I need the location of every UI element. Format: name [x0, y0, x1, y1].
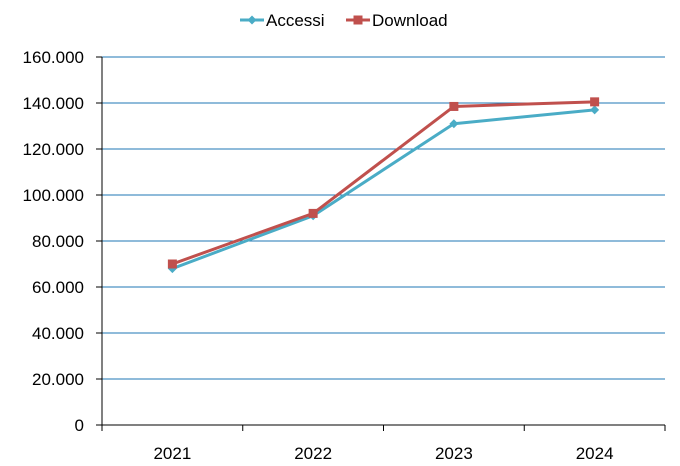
legend-item-accessi: Accessi [240, 11, 325, 30]
y-tick-label: 20.000 [32, 370, 84, 389]
y-tick-label: 80.000 [32, 232, 84, 251]
chart-legend: Accessi Download [240, 11, 448, 30]
x-axis-ticks: 2021 2022 2023 2024 [101, 425, 666, 463]
legend-item-download: Download [346, 11, 448, 30]
data-point-download [167, 259, 177, 269]
y-tick-label: 0 [75, 416, 84, 435]
data-point-accessi [449, 119, 459, 129]
x-tick-label: 2024 [576, 444, 614, 461]
data-point-download [308, 208, 318, 218]
series-line-download [171, 100, 595, 266]
y-tick-label: 40.000 [32, 324, 84, 343]
legend-label: Download [372, 11, 448, 30]
y-tick-label: 100.000 [23, 186, 84, 205]
data-point-download [449, 101, 459, 111]
legend-marker [247, 15, 257, 25]
data-point-accessi [590, 105, 600, 115]
y-tick-label: 160.000 [23, 48, 84, 67]
x-tick-label: 2022 [294, 444, 332, 461]
series-download [167, 97, 600, 269]
series-line-accessi [171, 108, 595, 271]
grid-lines [102, 56, 665, 380]
y-tick-label: 140.000 [23, 94, 84, 113]
y-tick-label: 60.000 [32, 278, 84, 297]
legend-marker [353, 15, 363, 25]
data-point-download [590, 97, 600, 107]
series-layer [167, 97, 600, 274]
series-accessi [167, 105, 600, 274]
y-tick-label: 120.000 [23, 140, 84, 159]
y-axis-ticks: 0 20.000 40.000 60.000 80.000 100.000 120.000 1… [23, 48, 102, 435]
x-tick-label: 2021 [153, 444, 191, 461]
legend-label: Accessi [266, 11, 325, 30]
x-tick-label: 2023 [435, 444, 473, 461]
